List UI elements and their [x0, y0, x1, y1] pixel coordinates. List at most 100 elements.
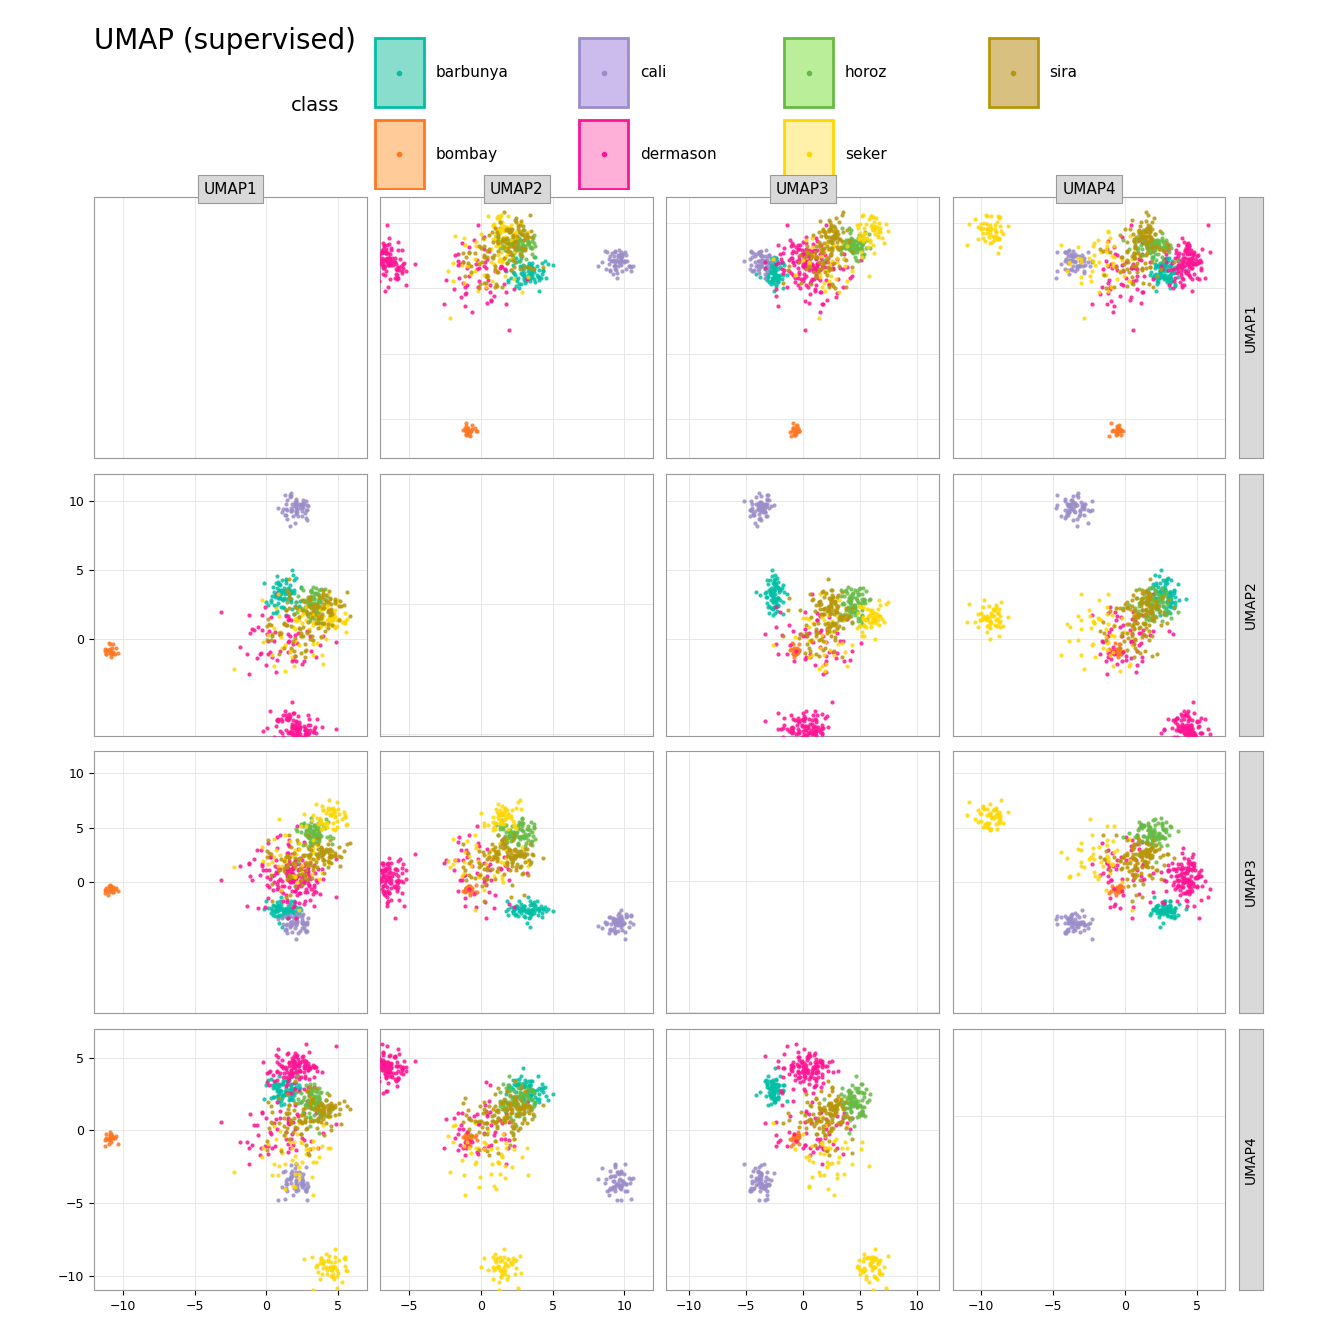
Point — [849, 578, 871, 599]
Point — [1154, 581, 1176, 602]
Point — [258, 876, 280, 898]
Point — [1106, 597, 1128, 618]
Point — [751, 499, 773, 520]
Point — [825, 1097, 847, 1118]
Point — [616, 258, 637, 280]
Point — [781, 247, 802, 269]
Point — [818, 257, 840, 278]
Point — [1171, 863, 1192, 884]
Point — [750, 493, 771, 515]
Point — [777, 1102, 798, 1124]
Point — [1163, 859, 1184, 880]
Point — [391, 259, 413, 281]
Point — [817, 1094, 839, 1116]
Point — [266, 732, 288, 754]
Point — [285, 567, 306, 589]
Point — [461, 1142, 482, 1164]
Point — [741, 500, 762, 521]
Point — [296, 1091, 317, 1113]
Point — [310, 840, 332, 862]
Point — [1154, 251, 1176, 273]
Point — [1140, 840, 1161, 862]
Text: UMAP1: UMAP1 — [1245, 302, 1258, 352]
Point — [278, 578, 300, 599]
Point — [747, 493, 769, 515]
Point — [1056, 848, 1078, 870]
Point — [1089, 251, 1110, 273]
Point — [831, 231, 852, 253]
Point — [1106, 640, 1128, 661]
Point — [1189, 890, 1211, 911]
Point — [1145, 829, 1167, 851]
Point — [1130, 844, 1152, 866]
Point — [500, 267, 521, 289]
Point — [374, 234, 395, 255]
Point — [1097, 640, 1118, 661]
Point — [839, 589, 860, 610]
Point — [375, 882, 396, 903]
Point — [461, 414, 482, 435]
Point — [798, 1043, 820, 1064]
Point — [603, 255, 625, 277]
Point — [466, 249, 488, 270]
Point — [1134, 852, 1156, 874]
Point — [754, 1153, 775, 1175]
Point — [1153, 251, 1175, 273]
Point — [1185, 731, 1207, 753]
Point — [974, 813, 996, 835]
Point — [503, 247, 524, 269]
Point — [1110, 421, 1132, 442]
Point — [1161, 250, 1183, 271]
Point — [465, 896, 487, 918]
Point — [1183, 726, 1204, 747]
Point — [849, 594, 871, 616]
Point — [1149, 581, 1171, 602]
Point — [1152, 238, 1173, 259]
Point — [755, 1173, 777, 1195]
Point — [302, 587, 324, 609]
Point — [793, 263, 814, 285]
Point — [296, 493, 317, 515]
Point — [278, 583, 300, 605]
Point — [520, 1089, 542, 1110]
Point — [298, 587, 320, 609]
Point — [804, 719, 825, 741]
Point — [1141, 844, 1163, 866]
Point — [489, 258, 511, 280]
Point — [1144, 579, 1165, 601]
Point — [862, 215, 883, 237]
Point — [778, 259, 800, 281]
Point — [265, 573, 286, 594]
Point — [464, 247, 485, 269]
Point — [292, 1103, 313, 1125]
Point — [1141, 262, 1163, 284]
Point — [95, 879, 117, 900]
Point — [509, 840, 531, 862]
Point — [507, 1078, 528, 1099]
Point — [325, 590, 347, 612]
Point — [1183, 253, 1204, 274]
Point — [749, 585, 770, 606]
Point — [810, 1110, 832, 1132]
Point — [1176, 243, 1198, 265]
Point — [457, 417, 478, 438]
Point — [782, 646, 804, 668]
Point — [382, 1067, 403, 1089]
Point — [304, 593, 325, 614]
Point — [610, 245, 632, 266]
Point — [292, 1150, 313, 1172]
Point — [812, 238, 833, 259]
Point — [1121, 273, 1142, 294]
Point — [368, 270, 390, 292]
Point — [767, 269, 789, 290]
Point — [785, 419, 806, 441]
Point — [1176, 238, 1198, 259]
Point — [820, 215, 841, 237]
Point — [270, 574, 292, 595]
Point — [319, 1105, 340, 1126]
Point — [1198, 719, 1219, 741]
Point — [359, 257, 380, 278]
Point — [840, 1082, 862, 1103]
Point — [317, 1097, 339, 1118]
Point — [1134, 251, 1156, 273]
